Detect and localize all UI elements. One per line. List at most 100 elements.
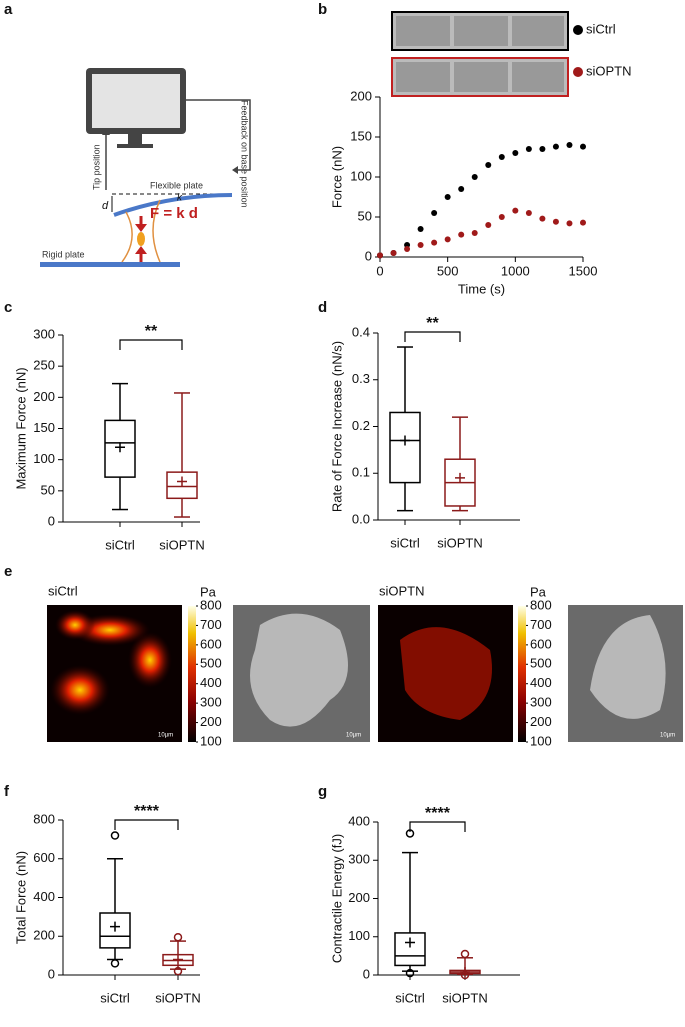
legend-marker xyxy=(573,67,583,77)
y-tick-label: 200 xyxy=(33,928,55,943)
data-point xyxy=(498,214,505,220)
panel-label: e xyxy=(4,563,12,580)
scale-bar: 10µm xyxy=(660,733,675,739)
significance: **** xyxy=(134,803,160,820)
box xyxy=(389,411,421,484)
legend-marker xyxy=(573,25,583,35)
outlier xyxy=(460,970,470,980)
outlier xyxy=(110,959,120,968)
significance: ** xyxy=(426,315,439,332)
x-tick-label: siOPTN xyxy=(155,990,201,1005)
traction-images xyxy=(47,605,683,742)
y-tick-label: 0 xyxy=(48,966,55,981)
colorbar-tick-label: 400 xyxy=(530,675,552,690)
y-tick-label: 0 xyxy=(48,513,55,528)
outlier xyxy=(405,968,415,978)
significance-bracket xyxy=(409,821,466,832)
y-axis-label: Maximum Force (nN) xyxy=(13,367,28,489)
data-point xyxy=(417,242,424,248)
y-tick-label: 100 xyxy=(348,928,370,943)
significance: ** xyxy=(145,323,158,340)
significance-bracket xyxy=(119,339,183,350)
y-tick-label: 100 xyxy=(350,168,372,183)
mean xyxy=(405,937,415,948)
colorbar-unit: Pa xyxy=(530,584,547,599)
y-tick-label: 600 xyxy=(33,850,55,865)
y-axis-label: Contractile Energy (fJ) xyxy=(329,834,344,963)
panel-label: g xyxy=(318,783,327,800)
panel-label: b xyxy=(318,1,327,18)
y-tick-label: 100 xyxy=(33,451,55,466)
y-tick-label: 400 xyxy=(348,813,370,828)
x-tick-label: 1500 xyxy=(569,263,598,278)
data-point xyxy=(498,154,505,160)
data-point xyxy=(580,143,586,150)
x-axis-label: Time (s) xyxy=(458,281,505,296)
y-tick-label: 0 xyxy=(365,248,372,263)
data-point xyxy=(525,210,532,216)
data-point xyxy=(539,146,546,152)
outlier xyxy=(173,932,183,942)
data-point xyxy=(580,219,586,226)
panel-label: c xyxy=(4,299,12,316)
outlier xyxy=(460,949,470,959)
mean xyxy=(400,435,410,446)
significance: **** xyxy=(425,805,451,822)
colorbar-tick-label: 800 xyxy=(200,597,222,612)
outlier xyxy=(173,966,183,976)
colorbar-tick-label: 600 xyxy=(200,636,222,651)
y-tick-label: 150 xyxy=(350,128,372,143)
outlier xyxy=(110,831,120,840)
y-tick-label: 250 xyxy=(33,358,55,373)
data-point xyxy=(566,142,573,148)
data-point xyxy=(458,186,465,192)
data-point xyxy=(525,146,532,152)
y-tick-label: 50 xyxy=(41,482,55,497)
colorbar-tick-label: 200 xyxy=(200,714,222,729)
data-point xyxy=(552,143,559,150)
significance-bracket xyxy=(404,331,461,342)
y-tick-label: 300 xyxy=(348,852,370,867)
x-tick-label: siOPTN xyxy=(437,535,483,550)
data-point xyxy=(377,252,383,259)
box xyxy=(99,912,131,949)
mean xyxy=(177,476,187,487)
diagram-label: d xyxy=(102,200,109,212)
legend-images xyxy=(391,11,569,97)
data-point xyxy=(431,239,438,246)
diagram-formula: F = k d xyxy=(150,205,198,222)
colorbar-tick-label: 400 xyxy=(200,675,222,690)
data-point xyxy=(404,246,411,252)
y-tick-label: 150 xyxy=(33,420,55,435)
y-tick-label: 0.3 xyxy=(352,371,370,386)
mean xyxy=(110,921,120,932)
scale-bar: 10µm xyxy=(158,733,173,739)
data-point xyxy=(539,215,546,222)
data-point xyxy=(444,236,451,243)
data-point xyxy=(431,210,438,216)
x-tick-label: siCtrl xyxy=(395,990,425,1005)
significance-bracket xyxy=(114,819,179,830)
x-tick-label: siCtrl xyxy=(100,990,130,1005)
x-tick-label: 0 xyxy=(376,263,383,278)
panel-label: d xyxy=(318,299,327,316)
colorbar-tick-label: 100 xyxy=(530,733,552,748)
x-tick-label: siOPTN xyxy=(442,990,488,1005)
y-tick-label: 0.1 xyxy=(352,465,370,480)
panel-label: a xyxy=(4,1,13,18)
data-point xyxy=(512,150,519,156)
diagram xyxy=(40,68,251,267)
legend-label: siCtrl xyxy=(586,21,616,36)
mean xyxy=(173,954,183,965)
panel-label: f xyxy=(4,783,10,800)
y-tick-label: 0.2 xyxy=(352,418,370,433)
x-tick-label: siCtrl xyxy=(105,537,135,552)
y-tick-label: 0.0 xyxy=(352,511,370,526)
data-point xyxy=(485,222,492,228)
y-tick-label: 300 xyxy=(33,326,55,341)
data-point xyxy=(566,220,573,227)
y-tick-label: 400 xyxy=(33,889,55,904)
y-axis-label: Force (nN) xyxy=(329,146,344,208)
x-tick-label: siCtrl xyxy=(390,535,420,550)
